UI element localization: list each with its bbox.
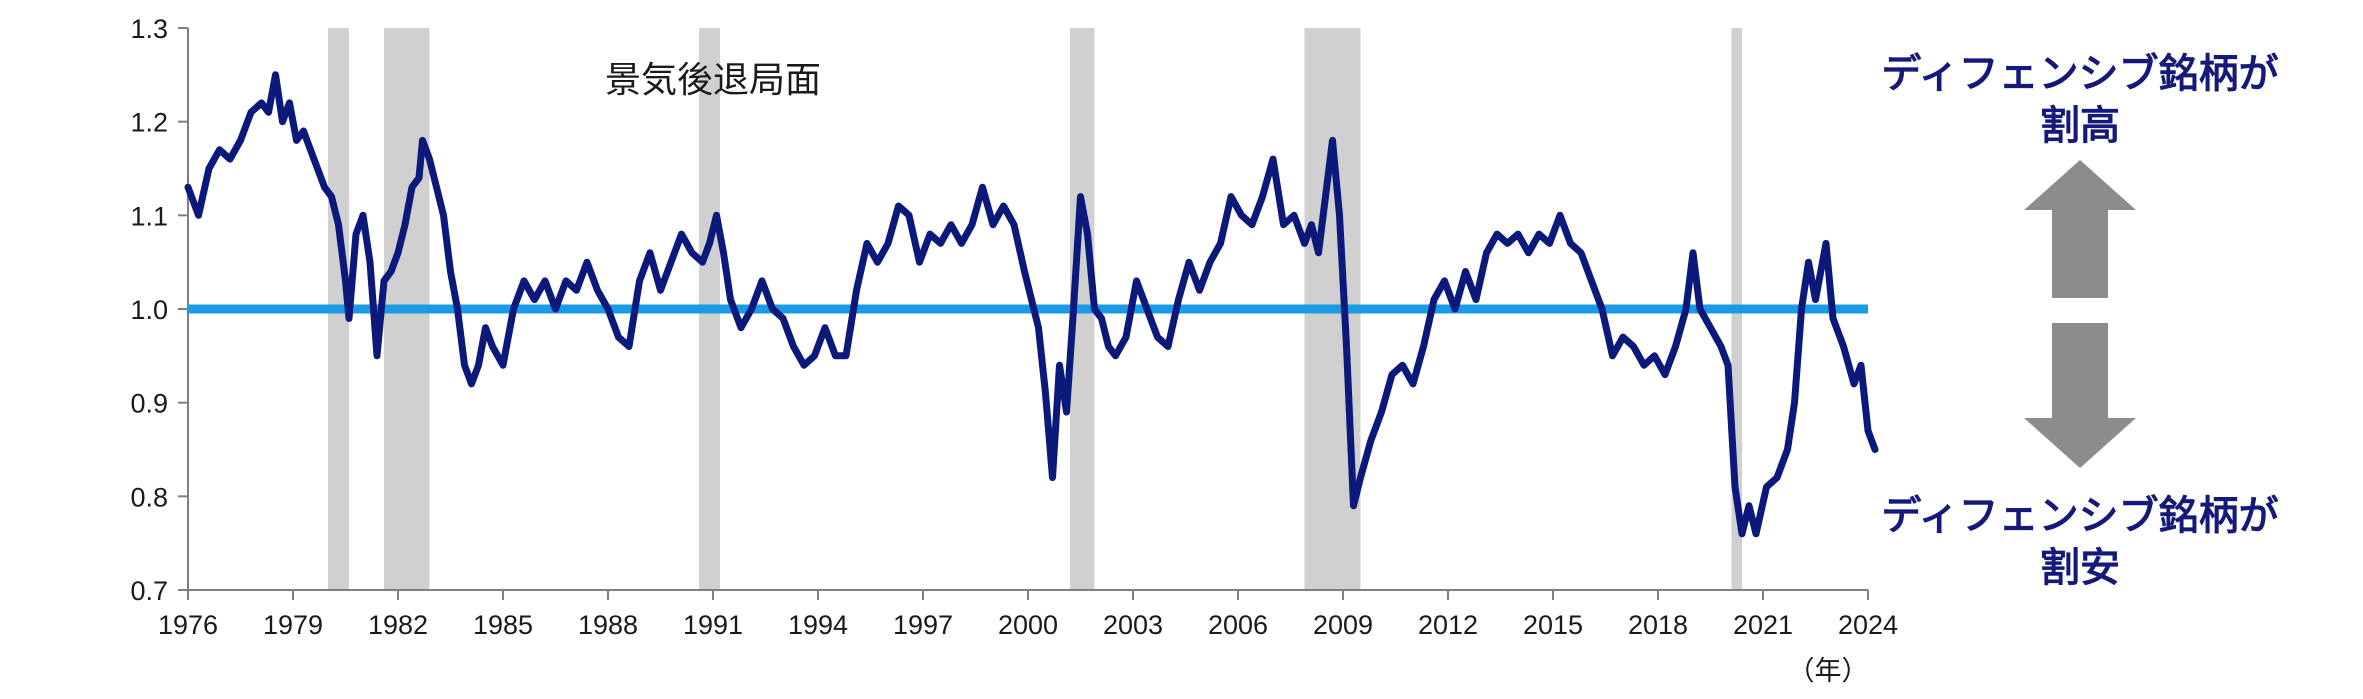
- arrow-up-icon: [2024, 160, 2136, 298]
- x-tick-label: 1982: [368, 610, 428, 640]
- x-tick-label: 1988: [578, 610, 638, 640]
- chart-canvas: 1.3 1.2 1.1 1.0 0.9 0.8 0.7 1976 1979 1982 1985 198…: [130, 14, 1898, 686]
- x-tick-label: 2003: [1103, 610, 1163, 640]
- arrow-down-icon: [2024, 323, 2136, 468]
- undervalued-label-line2: 割安: [2040, 545, 2120, 591]
- axes: [178, 27, 1869, 600]
- x-tick-label: 1979: [263, 610, 323, 640]
- series-lines: [184, 71, 1879, 538]
- x-tick-label: 2024: [1838, 610, 1898, 640]
- overvalued-label-line2: 割高: [2040, 103, 2120, 149]
- y-tick-label: 0.7: [130, 576, 168, 606]
- x-tick-label: 2006: [1208, 610, 1268, 640]
- x-tick-label: 1997: [893, 610, 953, 640]
- y-tick-label: 1.1: [130, 201, 168, 231]
- x-tick-label: 1985: [473, 610, 533, 640]
- series-line-0: [184, 71, 1879, 538]
- recession-legend-label: 景気後退局面: [605, 60, 821, 101]
- y-tick-label: 0.8: [130, 482, 168, 512]
- x-tick-label: 2000: [998, 610, 1058, 640]
- y-tick-label: 1.0: [130, 295, 168, 325]
- undervalued-label-line1: ディフェンシブ銘柄が: [1881, 493, 2279, 539]
- x-tick-label: 2018: [1628, 610, 1688, 640]
- overvalued-label: ディフェンシブ銘柄が 割高: [1850, 48, 2310, 152]
- y-tick-label: 1.3: [130, 14, 168, 44]
- x-tick-label: 1994: [788, 610, 848, 640]
- tick-labels: 1.3 1.2 1.1 1.0 0.9 0.8 0.7 1976 1979 1982 1985 198…: [130, 14, 1898, 640]
- y-tick-label: 1.2: [130, 108, 168, 138]
- x-tick-label: 2009: [1313, 610, 1373, 640]
- x-tick-label: 2021: [1733, 610, 1793, 640]
- x-unit-label: （年）: [1788, 656, 1869, 686]
- y-tick-label: 0.9: [130, 389, 168, 419]
- x-tick-label: 2012: [1418, 610, 1478, 640]
- direction-arrows: [2024, 160, 2136, 468]
- x-tick-label: 2015: [1523, 610, 1583, 640]
- undervalued-label: ディフェンシブ銘柄が 割安: [1850, 490, 2310, 594]
- x-tick-label: 1976: [158, 610, 218, 640]
- x-tick-label: 1991: [683, 610, 743, 640]
- overvalued-label-line1: ディフェンシブ銘柄が: [1881, 51, 2279, 97]
